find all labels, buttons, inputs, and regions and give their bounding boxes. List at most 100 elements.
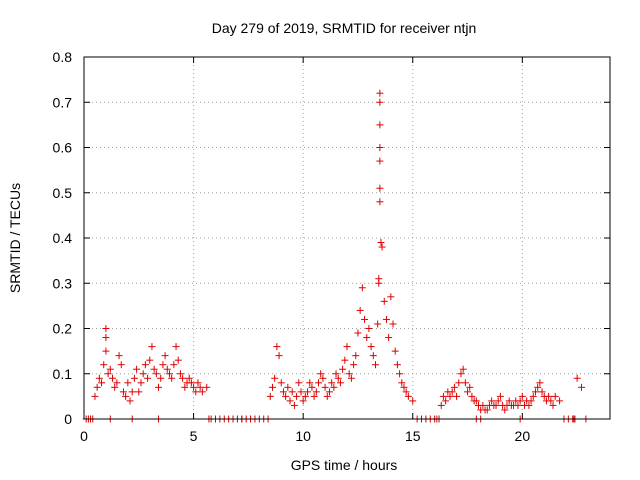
data-point xyxy=(306,379,314,387)
data-point xyxy=(194,379,202,387)
data-point xyxy=(163,365,171,373)
data-point xyxy=(409,397,417,405)
data-point xyxy=(573,374,581,382)
data-point xyxy=(518,392,526,400)
data-point xyxy=(146,356,154,364)
data-point xyxy=(95,374,103,382)
data-point xyxy=(277,379,285,387)
data-point xyxy=(187,379,195,387)
data-point xyxy=(578,383,586,391)
y-tick-labels: 0 0.1 0.2 0.3 0.4 0.5 0.6 0.7 0.8 xyxy=(53,49,73,427)
data-point xyxy=(279,388,287,396)
data-point xyxy=(361,315,369,323)
data-point xyxy=(494,397,502,405)
data-point xyxy=(377,239,385,247)
data-point xyxy=(185,374,193,382)
data-point xyxy=(119,388,127,396)
data-point xyxy=(396,370,404,378)
data-point xyxy=(102,325,110,332)
data-point xyxy=(198,388,206,396)
data-point xyxy=(352,352,360,360)
data-point xyxy=(339,365,347,373)
data-point xyxy=(472,397,480,405)
data-point xyxy=(358,284,366,292)
data-point xyxy=(328,379,336,387)
data-point xyxy=(124,379,132,387)
data-point xyxy=(332,370,340,378)
data-point xyxy=(135,388,143,396)
data-point xyxy=(398,379,406,387)
data-point xyxy=(275,352,283,360)
data-point xyxy=(334,374,342,382)
data-point xyxy=(551,392,559,400)
data-point xyxy=(374,320,382,328)
data-point xyxy=(144,374,152,382)
data-point xyxy=(113,379,121,387)
data-point xyxy=(514,401,522,409)
data-point xyxy=(170,361,178,369)
data-point xyxy=(301,392,309,400)
data-point xyxy=(468,392,476,400)
data-point xyxy=(534,383,542,391)
data-point xyxy=(192,388,200,396)
data-point xyxy=(108,374,116,382)
y-tick-label: 0.2 xyxy=(53,321,73,337)
chart-title: Day 279 of 2019, SRMTID for receiver ntj… xyxy=(212,20,477,36)
data-point xyxy=(492,401,500,409)
data-point xyxy=(369,352,377,360)
data-point xyxy=(387,293,395,301)
x-tick-label: 0 xyxy=(80,428,88,444)
data-point xyxy=(98,379,106,387)
data-point xyxy=(448,388,456,396)
data-point xyxy=(304,388,312,396)
data-point xyxy=(525,401,533,409)
data-point xyxy=(459,365,467,373)
data-point xyxy=(376,144,384,151)
data-point xyxy=(442,397,450,405)
data-point xyxy=(501,406,509,414)
data-point xyxy=(128,388,136,396)
data-point xyxy=(284,383,292,391)
data-point xyxy=(350,361,358,369)
data-point xyxy=(375,275,383,283)
y-tick-label: 0.3 xyxy=(53,275,73,291)
data-point xyxy=(343,343,351,351)
data-point xyxy=(336,379,344,387)
data-point xyxy=(157,374,165,382)
data-point xyxy=(529,392,537,400)
data-point xyxy=(488,397,496,405)
data-point xyxy=(457,370,465,378)
data-point xyxy=(531,388,539,396)
data-point xyxy=(516,397,524,405)
data-point xyxy=(376,184,384,192)
y-tick-label: 0.1 xyxy=(53,366,73,382)
data-point xyxy=(288,388,296,396)
x-tick-labels: 0 5 10 15 20 xyxy=(80,428,530,444)
data-point xyxy=(130,374,138,382)
data-point xyxy=(100,361,108,369)
data-point xyxy=(363,334,371,342)
data-point xyxy=(111,383,119,391)
grid-lines xyxy=(84,57,610,419)
data-point xyxy=(496,392,504,400)
data-point xyxy=(371,361,379,369)
data-point xyxy=(376,121,384,129)
data-point xyxy=(181,383,189,391)
x-tick-label: 5 xyxy=(190,428,198,444)
data-point xyxy=(91,392,99,400)
data-point xyxy=(376,198,384,206)
y-tick-label: 0.7 xyxy=(53,94,73,110)
data-point xyxy=(365,325,373,332)
data-point xyxy=(376,89,384,97)
data-point xyxy=(464,388,472,396)
data-point xyxy=(323,392,331,400)
data-point xyxy=(102,347,110,355)
data-point xyxy=(341,356,349,364)
data-point xyxy=(385,334,393,342)
data-point xyxy=(122,392,130,400)
data-point xyxy=(547,397,555,405)
data-point xyxy=(450,383,458,391)
data-point xyxy=(106,365,114,373)
